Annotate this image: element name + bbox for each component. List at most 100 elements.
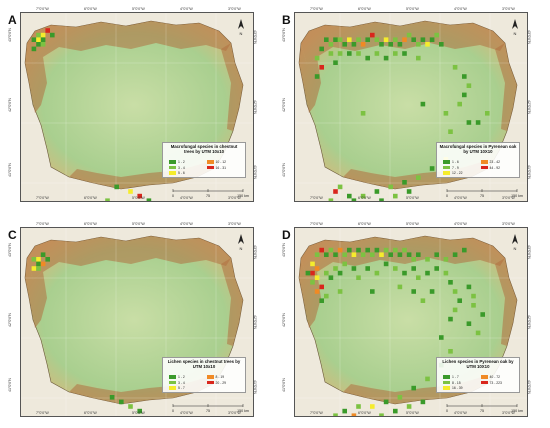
axis-tick-right: 42°0'0"N (527, 100, 531, 114)
utm-cell (337, 270, 343, 276)
utm-cell (31, 257, 37, 262)
mountain-east (221, 258, 243, 346)
north-label: N (514, 246, 517, 251)
utm-cell (393, 51, 398, 56)
legend-label: 12 - 22 (452, 171, 463, 175)
utm-cell (370, 289, 375, 294)
legend-item: 8 - 15 (443, 381, 478, 385)
axis-tick-top: 6°0'0"W (358, 7, 371, 11)
map-legend: Lichen species in Pyrenean oak by UTM 10… (436, 357, 520, 393)
scale-bar: 0 75 150 km (172, 189, 249, 198)
utm-cell (328, 198, 334, 201)
axis-tick-bottom: 6°0'0"W (84, 196, 97, 200)
utm-cell (416, 42, 421, 47)
legend-item: 5 - 6 (169, 171, 204, 175)
legend-label: 40 - 72 (489, 375, 501, 379)
legend-label: 1 - 7 (452, 375, 459, 379)
utm-cell (439, 42, 444, 47)
utm-cell (402, 270, 407, 276)
legend-swatch (443, 380, 450, 385)
map-legend: Macrofungal species in Pyrenean oak by U… (436, 142, 520, 178)
axis-tick-left: 43°0'0"N (282, 243, 286, 257)
utm-cell (31, 46, 37, 52)
legend-item: 12 - 22 (443, 171, 478, 175)
scale-zero: 0 (172, 194, 174, 198)
utm-cell (119, 399, 124, 405)
axis-tick-left: 43°0'0"N (282, 28, 286, 42)
utm-cell (466, 321, 472, 326)
utm-cell (137, 408, 142, 414)
mountain-west (25, 258, 47, 328)
utm-cell (305, 270, 311, 276)
utm-cell (324, 37, 329, 42)
panel-a: A N 0 75 150 km Macrofungal species in ches… (8, 5, 257, 202)
utm-cell (347, 247, 352, 253)
utm-cell (425, 376, 430, 382)
axis-tick-top: 6°0'0"W (358, 222, 371, 226)
axis-tick-bottom: 7°0'0"W (310, 196, 323, 200)
utm-cell (310, 261, 315, 267)
utm-cell (425, 42, 430, 47)
utm-cell (351, 198, 357, 201)
utm-cell (406, 189, 412, 194)
utm-cell (337, 289, 343, 294)
utm-cell (379, 42, 384, 47)
utm-cell (36, 42, 41, 47)
utm-cell (420, 37, 426, 42)
axis-tick-top: 7°0'0"W (36, 222, 49, 226)
utm-cell (452, 65, 458, 70)
axis-tick-left: 42°0'0"N (8, 98, 12, 112)
utm-cell (383, 55, 389, 61)
legend-item: 1 - 6 (443, 160, 478, 164)
utm-cell (40, 32, 46, 38)
utm-cell (105, 198, 110, 201)
legend-label: 1 - 2 (178, 375, 185, 379)
utm-cell (36, 261, 41, 267)
legend-swatch (169, 380, 176, 385)
panel-label: D (282, 228, 291, 242)
utm-cell (388, 184, 393, 190)
panel-label: A (8, 13, 17, 27)
utm-cell (434, 266, 439, 271)
utm-cell (448, 349, 453, 354)
utm-cell (351, 42, 357, 47)
utm-cell (393, 408, 398, 414)
axis-tick-left: 42°0'0"N (282, 313, 286, 327)
utm-cell (40, 261, 46, 267)
utm-cell (443, 257, 449, 262)
legend-label: 20 - 29 (215, 380, 227, 385)
utm-cell (146, 198, 152, 201)
utm-cell (462, 92, 467, 98)
axis-tick-top: 6°0'0"W (84, 7, 97, 11)
utm-cell (393, 266, 398, 271)
utm-cell (109, 395, 115, 400)
utm-cell (406, 32, 412, 38)
legend-label: 5 - 6 (178, 171, 185, 175)
utm-cell (324, 252, 329, 257)
legend-item: 5 - 7 (169, 386, 204, 390)
legend-item: 1 - 2 (169, 375, 204, 379)
utm-cell (314, 266, 320, 271)
utm-cell (416, 175, 421, 180)
utm-cell (402, 51, 407, 56)
scale-bar: 0 75 150 km (446, 189, 523, 198)
utm-cell (411, 37, 416, 42)
legend-title: Lichen species in chestnut trees by UTM … (167, 359, 241, 369)
utm-cell (379, 198, 384, 201)
utm-cell (333, 252, 338, 257)
north-arrow-icon: N (512, 19, 518, 36)
utm-cell (31, 37, 37, 42)
utm-cell (397, 252, 403, 257)
mountain-north (301, 21, 505, 65)
axis-tick-bottom: 3°0'0"W (502, 411, 515, 415)
north-label: N (514, 31, 517, 36)
utm-cell (347, 37, 352, 42)
legend-label: 16 - 31 (215, 165, 227, 170)
scale-end: 150 km (511, 409, 523, 413)
utm-cell (333, 413, 338, 416)
utm-cell (114, 184, 119, 190)
utm-cell (471, 303, 476, 308)
legend-swatch (206, 160, 214, 164)
utm-cell (370, 404, 375, 409)
utm-cell (337, 247, 343, 253)
